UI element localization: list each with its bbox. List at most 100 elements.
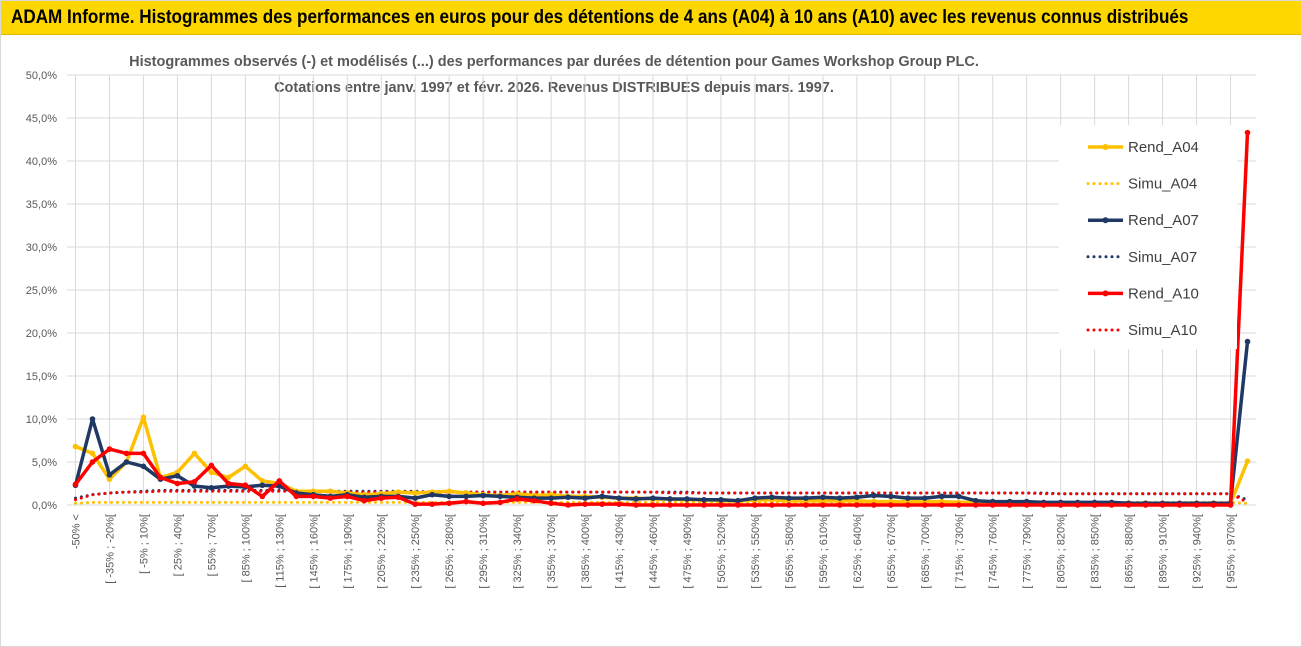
y-tick-label: 5,0% xyxy=(32,457,57,469)
rend-a10-point xyxy=(293,493,300,500)
x-tick-label: [ 925% ; 940%[ xyxy=(1192,514,1204,589)
rend-a10-point xyxy=(480,500,486,507)
rend-a07-point xyxy=(429,491,435,498)
rend-a10-point xyxy=(582,501,588,507)
x-tick-label: [ 295% ; 310%[ xyxy=(478,514,490,589)
rend-a10-point xyxy=(157,474,164,481)
rend-a07-point xyxy=(599,493,605,500)
x-tick-label: [ 85% ; 100%[ xyxy=(240,514,252,583)
rend-a07-point xyxy=(276,483,283,489)
y-tick-label: 50,0% xyxy=(26,70,57,82)
x-tick-label: [ -5% ; 10%[ xyxy=(138,514,150,574)
rend-a10-point xyxy=(955,502,962,508)
x-tick-label: [ 265% ; 280%[ xyxy=(444,514,456,589)
x-tick-label: [ 475% ; 490%[ xyxy=(682,514,694,589)
x-tick-label: [ 715% ; 730%[ xyxy=(954,514,966,589)
rend-a10-point xyxy=(463,498,469,505)
rend-a07-point xyxy=(191,483,198,489)
rend-a10-point xyxy=(140,450,147,457)
rend-a10-point xyxy=(1091,502,1098,508)
legend-item-simu-a07: Simu_A07 xyxy=(1086,249,1197,266)
rend-a10-point xyxy=(820,502,826,508)
x-tick-label: [ 145% ; 160%[ xyxy=(308,514,320,589)
x-tick-label: [ 565% ; 580%[ xyxy=(784,514,796,589)
legend-item-simu-a04: Simu_A04 xyxy=(1086,176,1197,193)
rend-a07-point xyxy=(480,492,486,499)
y-tick-label: 35,0% xyxy=(26,199,57,211)
rend-a10-point xyxy=(1193,502,1200,508)
rend-a10-point xyxy=(921,502,928,508)
rend-a10-point xyxy=(837,502,843,508)
legend-item-rend-a07: Rend_A07 xyxy=(1088,212,1199,229)
rend-a10-point xyxy=(106,446,113,452)
rend-a04-point xyxy=(191,450,198,457)
rend-a07-point xyxy=(735,497,741,504)
x-tick-label: [ 505% ; 520%[ xyxy=(716,514,728,589)
rend-a10-point xyxy=(616,501,622,507)
rend-a07-point xyxy=(565,494,571,501)
rend-a07-point xyxy=(446,493,452,500)
rend-a07-point xyxy=(888,493,894,500)
x-tick-label: [ 805% ; 820%[ xyxy=(1056,514,1068,589)
rend-a07-point xyxy=(463,493,469,500)
rend-a07-point xyxy=(921,495,928,501)
rend-a10-point xyxy=(225,480,232,487)
rend-a07-point xyxy=(633,496,639,502)
rend-a07-point xyxy=(904,495,911,501)
rend-a07-point xyxy=(582,495,588,501)
rend-a10-point xyxy=(803,502,809,508)
rend-a07-point xyxy=(701,497,707,503)
rend-a10-point xyxy=(310,493,317,500)
performance-chart: Histogrammes observés (-) et modélisés (… xyxy=(26,54,1256,589)
x-tick-label: [ 205% ; 220%[ xyxy=(376,514,388,589)
simu-a10-line xyxy=(74,489,1249,504)
x-tick-label: -50% < xyxy=(70,514,82,549)
rend-a07-point xyxy=(667,496,673,502)
rend-a10-point xyxy=(191,478,198,485)
rend-a10-point xyxy=(735,502,741,508)
rend-a07-point xyxy=(123,459,130,465)
rend-a07-point xyxy=(803,495,809,501)
legend-label-simu-a04: Simu_A04 xyxy=(1128,176,1197,193)
x-tick-label: [ 355% ; 370%[ xyxy=(546,514,558,589)
legend-marker-rend-a04 xyxy=(1102,144,1109,150)
x-axis-tick-labels: -50% < [ -35% ; -20%[[ -5% ; 10%[[ 25% ; … xyxy=(70,514,1237,589)
rend-a04-point xyxy=(89,450,96,457)
rend-a10-point xyxy=(786,502,792,508)
rend-a10-point xyxy=(1227,502,1234,508)
y-tick-label: 15,0% xyxy=(26,371,57,383)
rend-a04-point xyxy=(106,476,113,483)
rend-a07-point xyxy=(650,495,656,501)
x-tick-label: [ 235% ; 250%[ xyxy=(410,514,422,589)
rend-a10-line xyxy=(74,132,1250,507)
legend-label-simu-a07: Simu_A07 xyxy=(1128,249,1197,266)
rend-a07-point xyxy=(786,495,792,501)
rend-a10-point xyxy=(446,500,452,507)
x-tick-label: [ 25% ; 40%[ xyxy=(172,514,184,576)
rend-a07-point xyxy=(955,493,962,500)
rend-a10-point xyxy=(650,502,656,508)
rend-a10-point xyxy=(667,502,673,508)
legend-box xyxy=(1059,125,1237,349)
rend-a07-point xyxy=(837,495,843,501)
rend-a07-point xyxy=(820,494,826,501)
legend-item-rend-a10: Rend_A10 xyxy=(1088,285,1199,302)
rend-a04-point xyxy=(395,489,402,495)
rend-a10-point xyxy=(1040,502,1047,508)
x-tick-label: [ 325% ; 340%[ xyxy=(512,514,524,589)
rend-a10-point xyxy=(904,502,911,508)
rend-a04-point xyxy=(140,414,147,421)
chart-title-line-1: Histogrammes observés (-) et modélisés (… xyxy=(129,54,979,70)
x-tick-label: [ 115% ; 130%[ xyxy=(274,514,286,588)
rend-a10-point xyxy=(276,478,283,484)
x-tick-label: [ 775% ; 790%[ xyxy=(1022,514,1034,589)
rend-a10-point xyxy=(871,502,877,508)
series-rend-a10 xyxy=(72,129,1251,508)
rend-a10-point xyxy=(1244,129,1251,136)
rend-a07-point xyxy=(89,416,96,422)
rend-a10-point xyxy=(718,502,724,508)
rend-a04-point xyxy=(327,488,334,495)
rend-a10-point xyxy=(361,497,368,504)
rend-a10-point xyxy=(123,450,130,457)
rend-a10-point xyxy=(1108,502,1115,508)
